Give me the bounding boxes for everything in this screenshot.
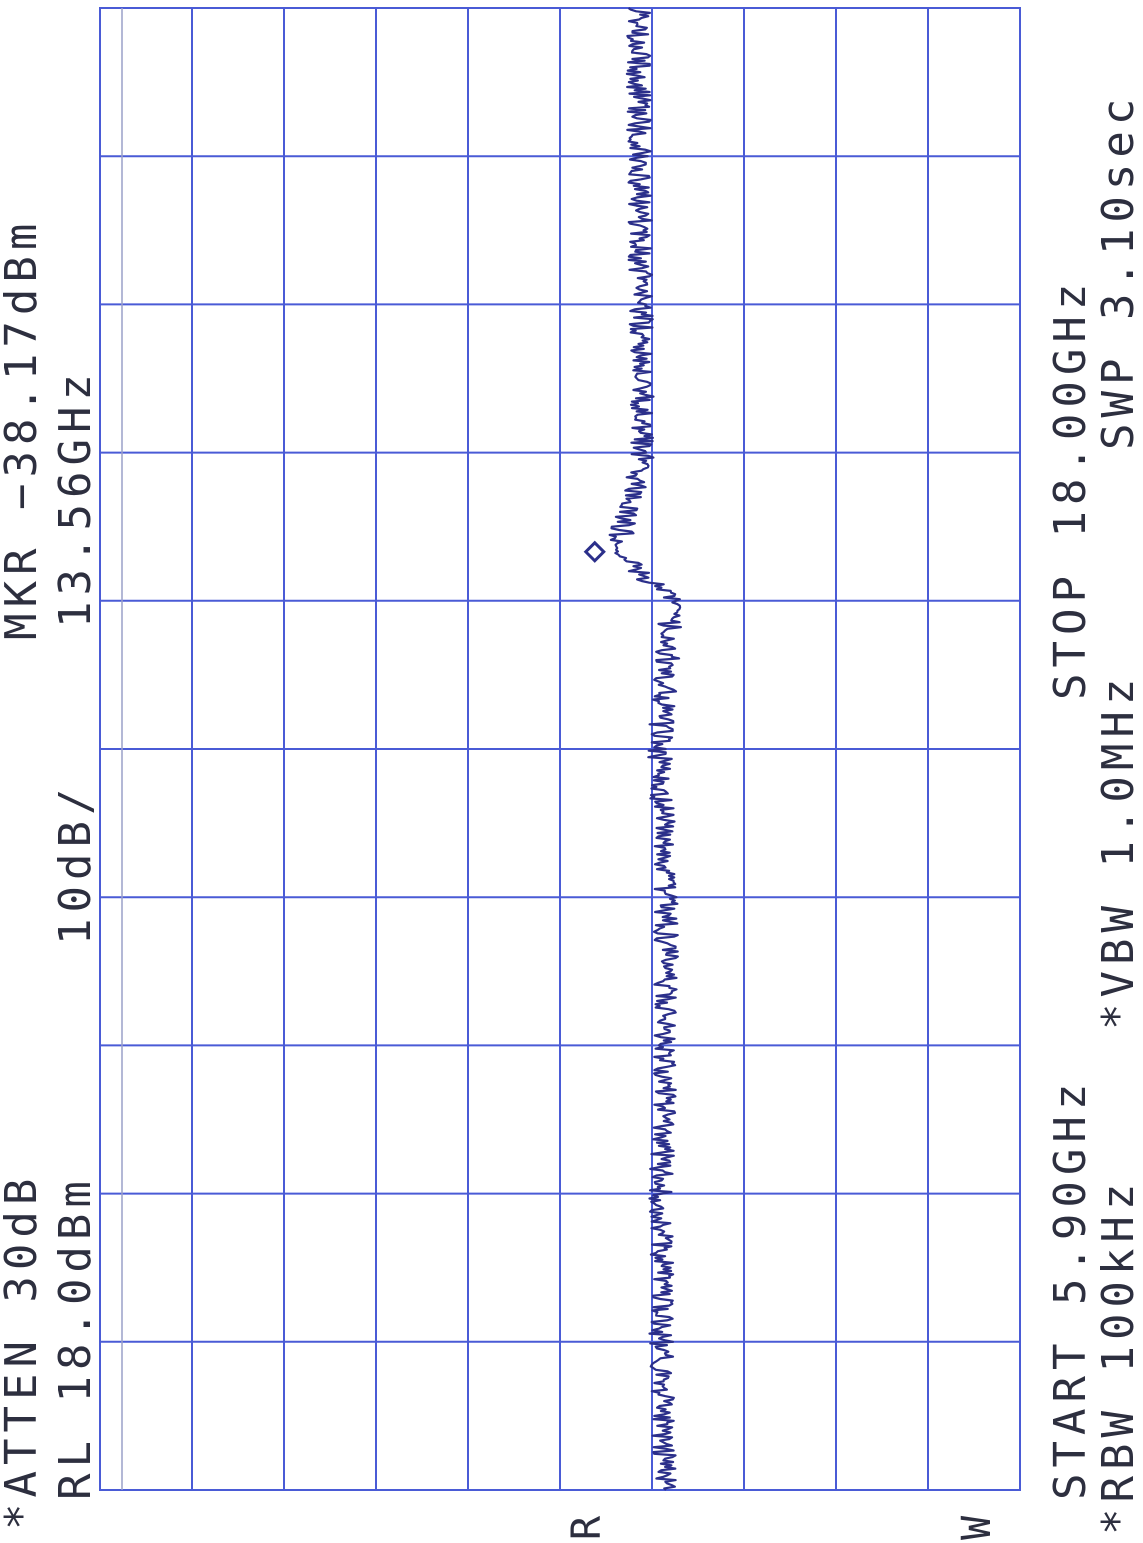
w-side-mark: W bbox=[954, 1515, 1000, 1540]
sweep-label: SWP 3.10sec bbox=[1093, 93, 1143, 450]
atten-label: *ATTEN 30dB bbox=[0, 1173, 47, 1530]
scale-label: 10dB/ bbox=[50, 783, 101, 945]
stop-label: STOP 18.00GHz bbox=[1045, 278, 1096, 700]
start-label: START 5.90GHz bbox=[1045, 1078, 1096, 1500]
rbw-label: *RBW 100kHz bbox=[1093, 1178, 1143, 1535]
marker-freq-label: 13.56GHz bbox=[50, 368, 101, 628]
ref-level-label: RL 18.0dBm bbox=[50, 1175, 101, 1500]
vbw-label: *VBW 1.0MHz bbox=[1093, 673, 1143, 1030]
r-side-mark: R bbox=[564, 1515, 610, 1540]
marker-diamond bbox=[583, 540, 606, 563]
marker-level-label: MKR −38.17dBm bbox=[0, 218, 47, 640]
spectrum-trace bbox=[608, 7, 683, 1491]
graticule bbox=[99, 7, 1021, 1491]
